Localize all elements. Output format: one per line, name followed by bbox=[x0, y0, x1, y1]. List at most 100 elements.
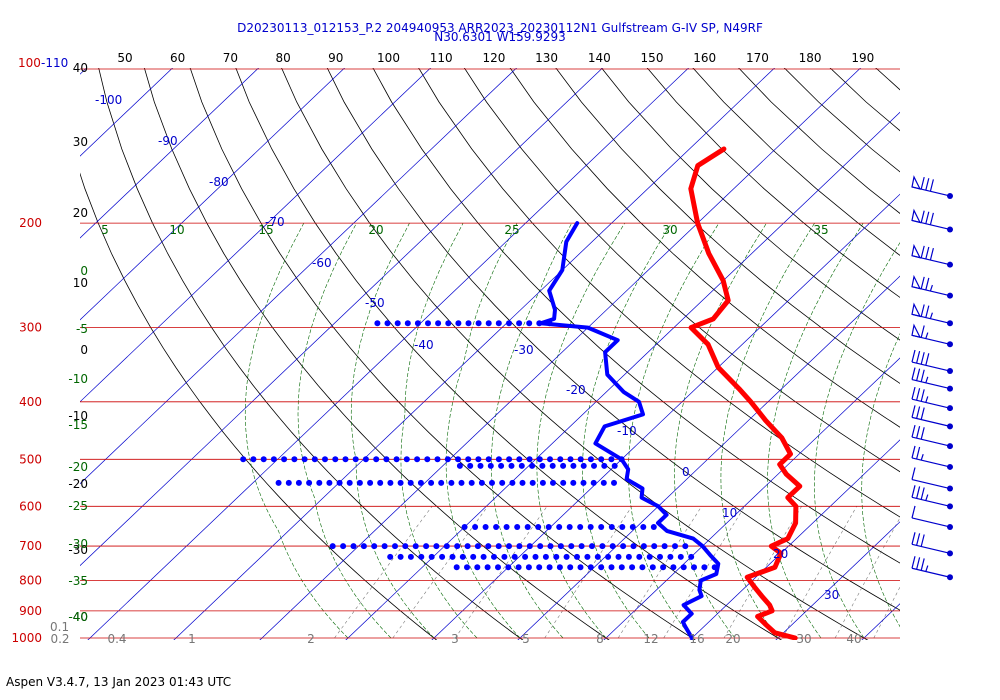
dewpoint-point bbox=[691, 564, 697, 571]
dewpoint-point bbox=[611, 479, 617, 486]
wind-barb-feather bbox=[911, 349, 916, 363]
isotherm bbox=[80, 68, 174, 157]
isotherm bbox=[431, 193, 900, 640]
dry-adiabat bbox=[555, 68, 900, 384]
tick-label-top: 110 bbox=[430, 51, 453, 65]
dewpoint-point bbox=[477, 462, 484, 469]
dewpoint-point bbox=[505, 564, 512, 571]
wind-barb-feather bbox=[929, 179, 934, 192]
dewpoint-point bbox=[594, 553, 601, 560]
dewpoint-point bbox=[367, 479, 374, 486]
dewpoint-point bbox=[570, 479, 577, 486]
dewpoint-point bbox=[362, 456, 369, 463]
wind-barb-shaft bbox=[911, 457, 951, 468]
moist-adiabat bbox=[297, 222, 392, 639]
moist-adiabat-left-label: -20 bbox=[68, 460, 88, 474]
dewpoint-point bbox=[360, 543, 367, 550]
dewpoint-point bbox=[501, 553, 508, 560]
dry-adiabat bbox=[326, 68, 900, 611]
dewpoint-point bbox=[381, 543, 388, 550]
dewpoint-point bbox=[608, 524, 615, 530]
dewpoint-point bbox=[646, 553, 653, 560]
dewpoint-point bbox=[428, 553, 435, 560]
dewpoint-point bbox=[557, 543, 564, 550]
chart-title-line2: N30.6301 W159.9293 bbox=[434, 30, 566, 44]
dewpoint-point bbox=[560, 462, 567, 469]
moist-adiabat-left-label: 0 bbox=[80, 264, 88, 278]
dewpoint-point bbox=[609, 543, 616, 550]
dewpoint-point bbox=[580, 462, 587, 469]
dewpoint-point bbox=[680, 564, 687, 571]
dewpoint-point bbox=[468, 479, 475, 486]
mixing-ratio-label: 2 bbox=[307, 632, 315, 646]
dewpoint-point bbox=[525, 564, 532, 571]
isotherm bbox=[173, 68, 776, 640]
dewpoint-point bbox=[570, 462, 577, 469]
pressure-label-secondary: -110 bbox=[41, 56, 68, 70]
wind-barb-half-feather bbox=[925, 565, 929, 572]
mixing-ratio-line bbox=[454, 506, 548, 639]
dewpoint-point bbox=[532, 553, 539, 560]
moist-adiabat bbox=[244, 222, 349, 639]
moist-adiabat-left-label: -35 bbox=[68, 574, 88, 588]
dewpoint-point bbox=[515, 564, 522, 571]
dewpoint-point bbox=[495, 456, 502, 463]
mixing-ratio-label: 0.1 bbox=[50, 620, 69, 634]
dewpoint-point bbox=[445, 320, 452, 327]
dewpoint-point bbox=[412, 543, 419, 550]
dewpoint-point bbox=[522, 553, 529, 560]
wind-barb-flag bbox=[911, 175, 922, 190]
wind-barb-feather bbox=[911, 387, 916, 400]
dewpoint-point bbox=[549, 462, 556, 469]
dewpoint-point bbox=[550, 479, 556, 486]
dewpoint-point bbox=[503, 524, 510, 530]
dewpoint-point bbox=[539, 462, 546, 469]
dewpoint-point bbox=[485, 543, 492, 550]
isotherm-label: -50 bbox=[365, 296, 385, 310]
wind-barb bbox=[911, 424, 953, 450]
dewpoint-point bbox=[546, 564, 553, 571]
wind-barb-shaft bbox=[911, 567, 951, 578]
dewpoint-point bbox=[629, 564, 636, 571]
wind-barb bbox=[911, 556, 953, 581]
wind-barb bbox=[911, 532, 953, 557]
dewpoint-point bbox=[414, 320, 421, 327]
dewpoint-point bbox=[485, 320, 492, 327]
dewpoint-point bbox=[516, 543, 523, 550]
dewpoint-point bbox=[511, 553, 518, 560]
dry-adiabat bbox=[281, 68, 869, 640]
wind-barb-feather bbox=[916, 533, 921, 546]
dewpoint-point bbox=[414, 456, 421, 463]
wind-barb-feather bbox=[911, 367, 916, 380]
isotherm bbox=[689, 439, 900, 640]
dewpoint-point bbox=[472, 524, 479, 530]
wind-barb-feather bbox=[920, 534, 925, 547]
isotherm bbox=[80, 68, 432, 403]
dewpoint-point bbox=[589, 543, 595, 550]
isotherm-label: -10 bbox=[617, 424, 637, 438]
dewpoint-point bbox=[470, 553, 477, 560]
moist-adiabat bbox=[767, 222, 864, 639]
dewpoint-point bbox=[611, 462, 618, 469]
dewpoint-point bbox=[485, 456, 492, 463]
mixing-ratio-label: 30 bbox=[796, 632, 811, 646]
dewpoint-point bbox=[474, 543, 481, 550]
dewpoint-point bbox=[397, 553, 404, 560]
wind-barb-flag bbox=[911, 323, 922, 339]
wind-barb-half-feather bbox=[920, 453, 924, 461]
dewpoint-point bbox=[615, 553, 622, 560]
dewpoint-point bbox=[281, 456, 288, 463]
dewpoint-point bbox=[316, 479, 323, 486]
wind-barb-half-feather bbox=[929, 312, 933, 319]
wind-barb-half-feather bbox=[925, 376, 929, 384]
wind-barb bbox=[911, 274, 953, 299]
moist-adiabat-label: 30 bbox=[662, 223, 677, 237]
dry-adiabat bbox=[738, 68, 900, 214]
moist-adiabat bbox=[445, 222, 521, 639]
moist-adiabat-left-label: -40 bbox=[68, 610, 88, 624]
tick-label-top: 120 bbox=[482, 51, 505, 65]
mixing-ratio-label: 0.2 bbox=[50, 632, 69, 646]
dewpoint-point bbox=[418, 553, 425, 560]
dewpoint-point bbox=[557, 456, 564, 463]
dewpoint-point bbox=[620, 543, 627, 550]
